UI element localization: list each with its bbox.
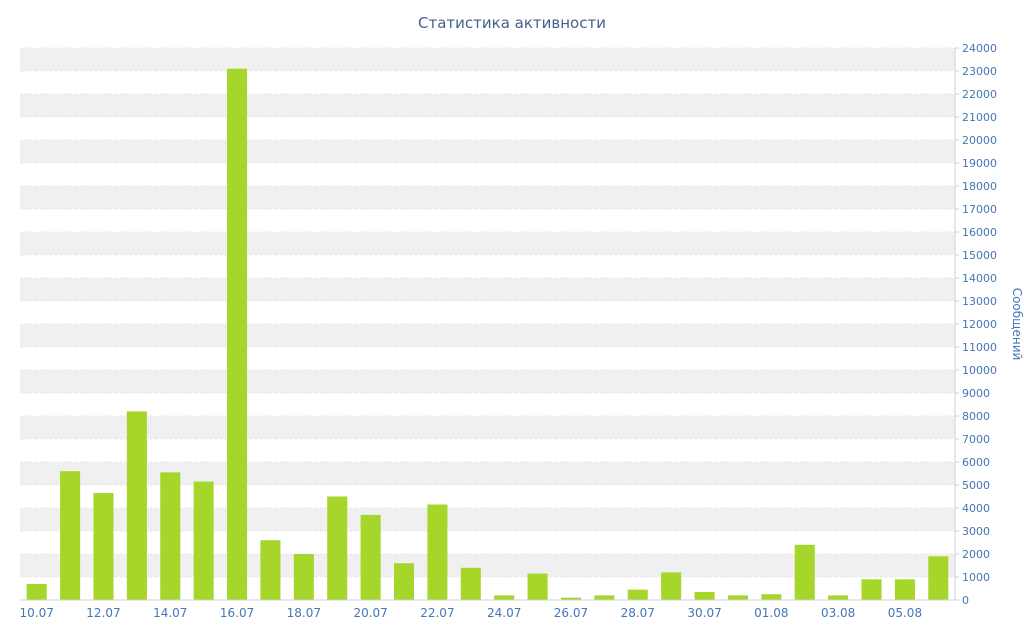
y-axis-label: 13000 — [962, 295, 997, 308]
y-axis-label: 17000 — [962, 203, 997, 216]
x-axis-label: 20.07 — [353, 606, 387, 620]
y-axis-label: 18000 — [962, 180, 997, 193]
bar-18.07[interactable] — [293, 554, 314, 600]
bar-15.07[interactable] — [193, 481, 214, 600]
bar-22.07[interactable] — [427, 504, 448, 600]
bar-27.07[interactable] — [594, 595, 615, 600]
y-axis-label: 23000 — [962, 65, 997, 78]
bar-31.07[interactable] — [727, 595, 748, 600]
y-axis-label: 15000 — [962, 249, 997, 262]
bar-30.07[interactable] — [694, 591, 715, 600]
bar-16.07[interactable] — [227, 68, 248, 600]
bar-11.07[interactable] — [60, 471, 81, 600]
x-axis-label: 10.07 — [20, 606, 54, 620]
bar-01.08[interactable] — [761, 594, 782, 600]
bar-02.08[interactable] — [794, 544, 815, 600]
x-axis-label: 03.08 — [821, 606, 855, 620]
bar-19.07[interactable] — [327, 496, 348, 601]
y-axis-title: Сообщений — [1010, 288, 1024, 361]
y-axis-label: 21000 — [962, 111, 997, 124]
y-axis-label: 1000 — [962, 571, 990, 584]
y-axis-label: 10000 — [962, 364, 997, 377]
bar-13.07[interactable] — [126, 411, 147, 600]
y-axis-label: 6000 — [962, 456, 990, 469]
bar-28.07[interactable] — [627, 589, 648, 600]
x-axis-label: 12.07 — [86, 606, 120, 620]
bar-21.07[interactable] — [394, 563, 415, 600]
y-axis-label: 3000 — [962, 525, 990, 538]
x-axis-label: 14.07 — [153, 606, 187, 620]
y-axis-label: 11000 — [962, 341, 997, 354]
plot-band — [20, 554, 955, 577]
y-axis-label: 19000 — [962, 157, 997, 170]
x-axis-label: 24.07 — [487, 606, 521, 620]
y-axis-label: 8000 — [962, 410, 990, 423]
bar-10.07[interactable] — [26, 583, 47, 600]
x-axis-label: 18.07 — [287, 606, 321, 620]
plot-band — [20, 416, 955, 439]
bar-06.08[interactable] — [928, 556, 949, 600]
plot-band — [20, 186, 955, 209]
plot-band — [20, 94, 955, 117]
plot-band — [20, 48, 955, 71]
plot-band — [20, 232, 955, 255]
y-axis-label: 5000 — [962, 479, 990, 492]
y-axis-label: 20000 — [962, 134, 997, 147]
y-axis-label: 4000 — [962, 502, 990, 515]
plot-band — [20, 278, 955, 301]
bar-29.07[interactable] — [661, 572, 682, 600]
plot-band — [20, 140, 955, 163]
plot-band — [20, 462, 955, 485]
x-axis-label: 01.08 — [754, 606, 788, 620]
bar-25.07[interactable] — [527, 573, 548, 600]
x-axis-label: 30.07 — [687, 606, 721, 620]
x-axis-label: 22.07 — [420, 606, 454, 620]
y-axis-label: 24000 — [962, 42, 997, 55]
plot-band — [20, 324, 955, 347]
bar-17.07[interactable] — [260, 540, 281, 600]
x-axis-label: 16.07 — [220, 606, 254, 620]
y-axis-label: 12000 — [962, 318, 997, 331]
y-axis-label: 0 — [962, 594, 969, 607]
x-axis-label: 28.07 — [621, 606, 655, 620]
bar-20.07[interactable] — [360, 514, 381, 600]
x-axis-label: 26.07 — [554, 606, 588, 620]
y-axis-label: 14000 — [962, 272, 997, 285]
y-axis-label: 16000 — [962, 226, 997, 239]
y-axis-label: 22000 — [962, 88, 997, 101]
plot-band — [20, 370, 955, 393]
plot-band — [20, 508, 955, 531]
bar-14.07[interactable] — [160, 472, 181, 600]
bar-04.08[interactable] — [861, 579, 882, 600]
bar-24.07[interactable] — [494, 595, 515, 600]
y-axis-label: 9000 — [962, 387, 990, 400]
x-axis-label: 05.08 — [888, 606, 922, 620]
bar-12.07[interactable] — [93, 493, 114, 600]
bar-05.08[interactable] — [894, 579, 915, 600]
y-axis-label: 2000 — [962, 548, 990, 561]
bar-26.07[interactable] — [560, 597, 581, 600]
bar-03.08[interactable] — [828, 595, 849, 600]
bar-23.07[interactable] — [460, 567, 481, 600]
chart-title: Статистика активности — [418, 14, 606, 32]
y-axis-label: 7000 — [962, 433, 990, 446]
